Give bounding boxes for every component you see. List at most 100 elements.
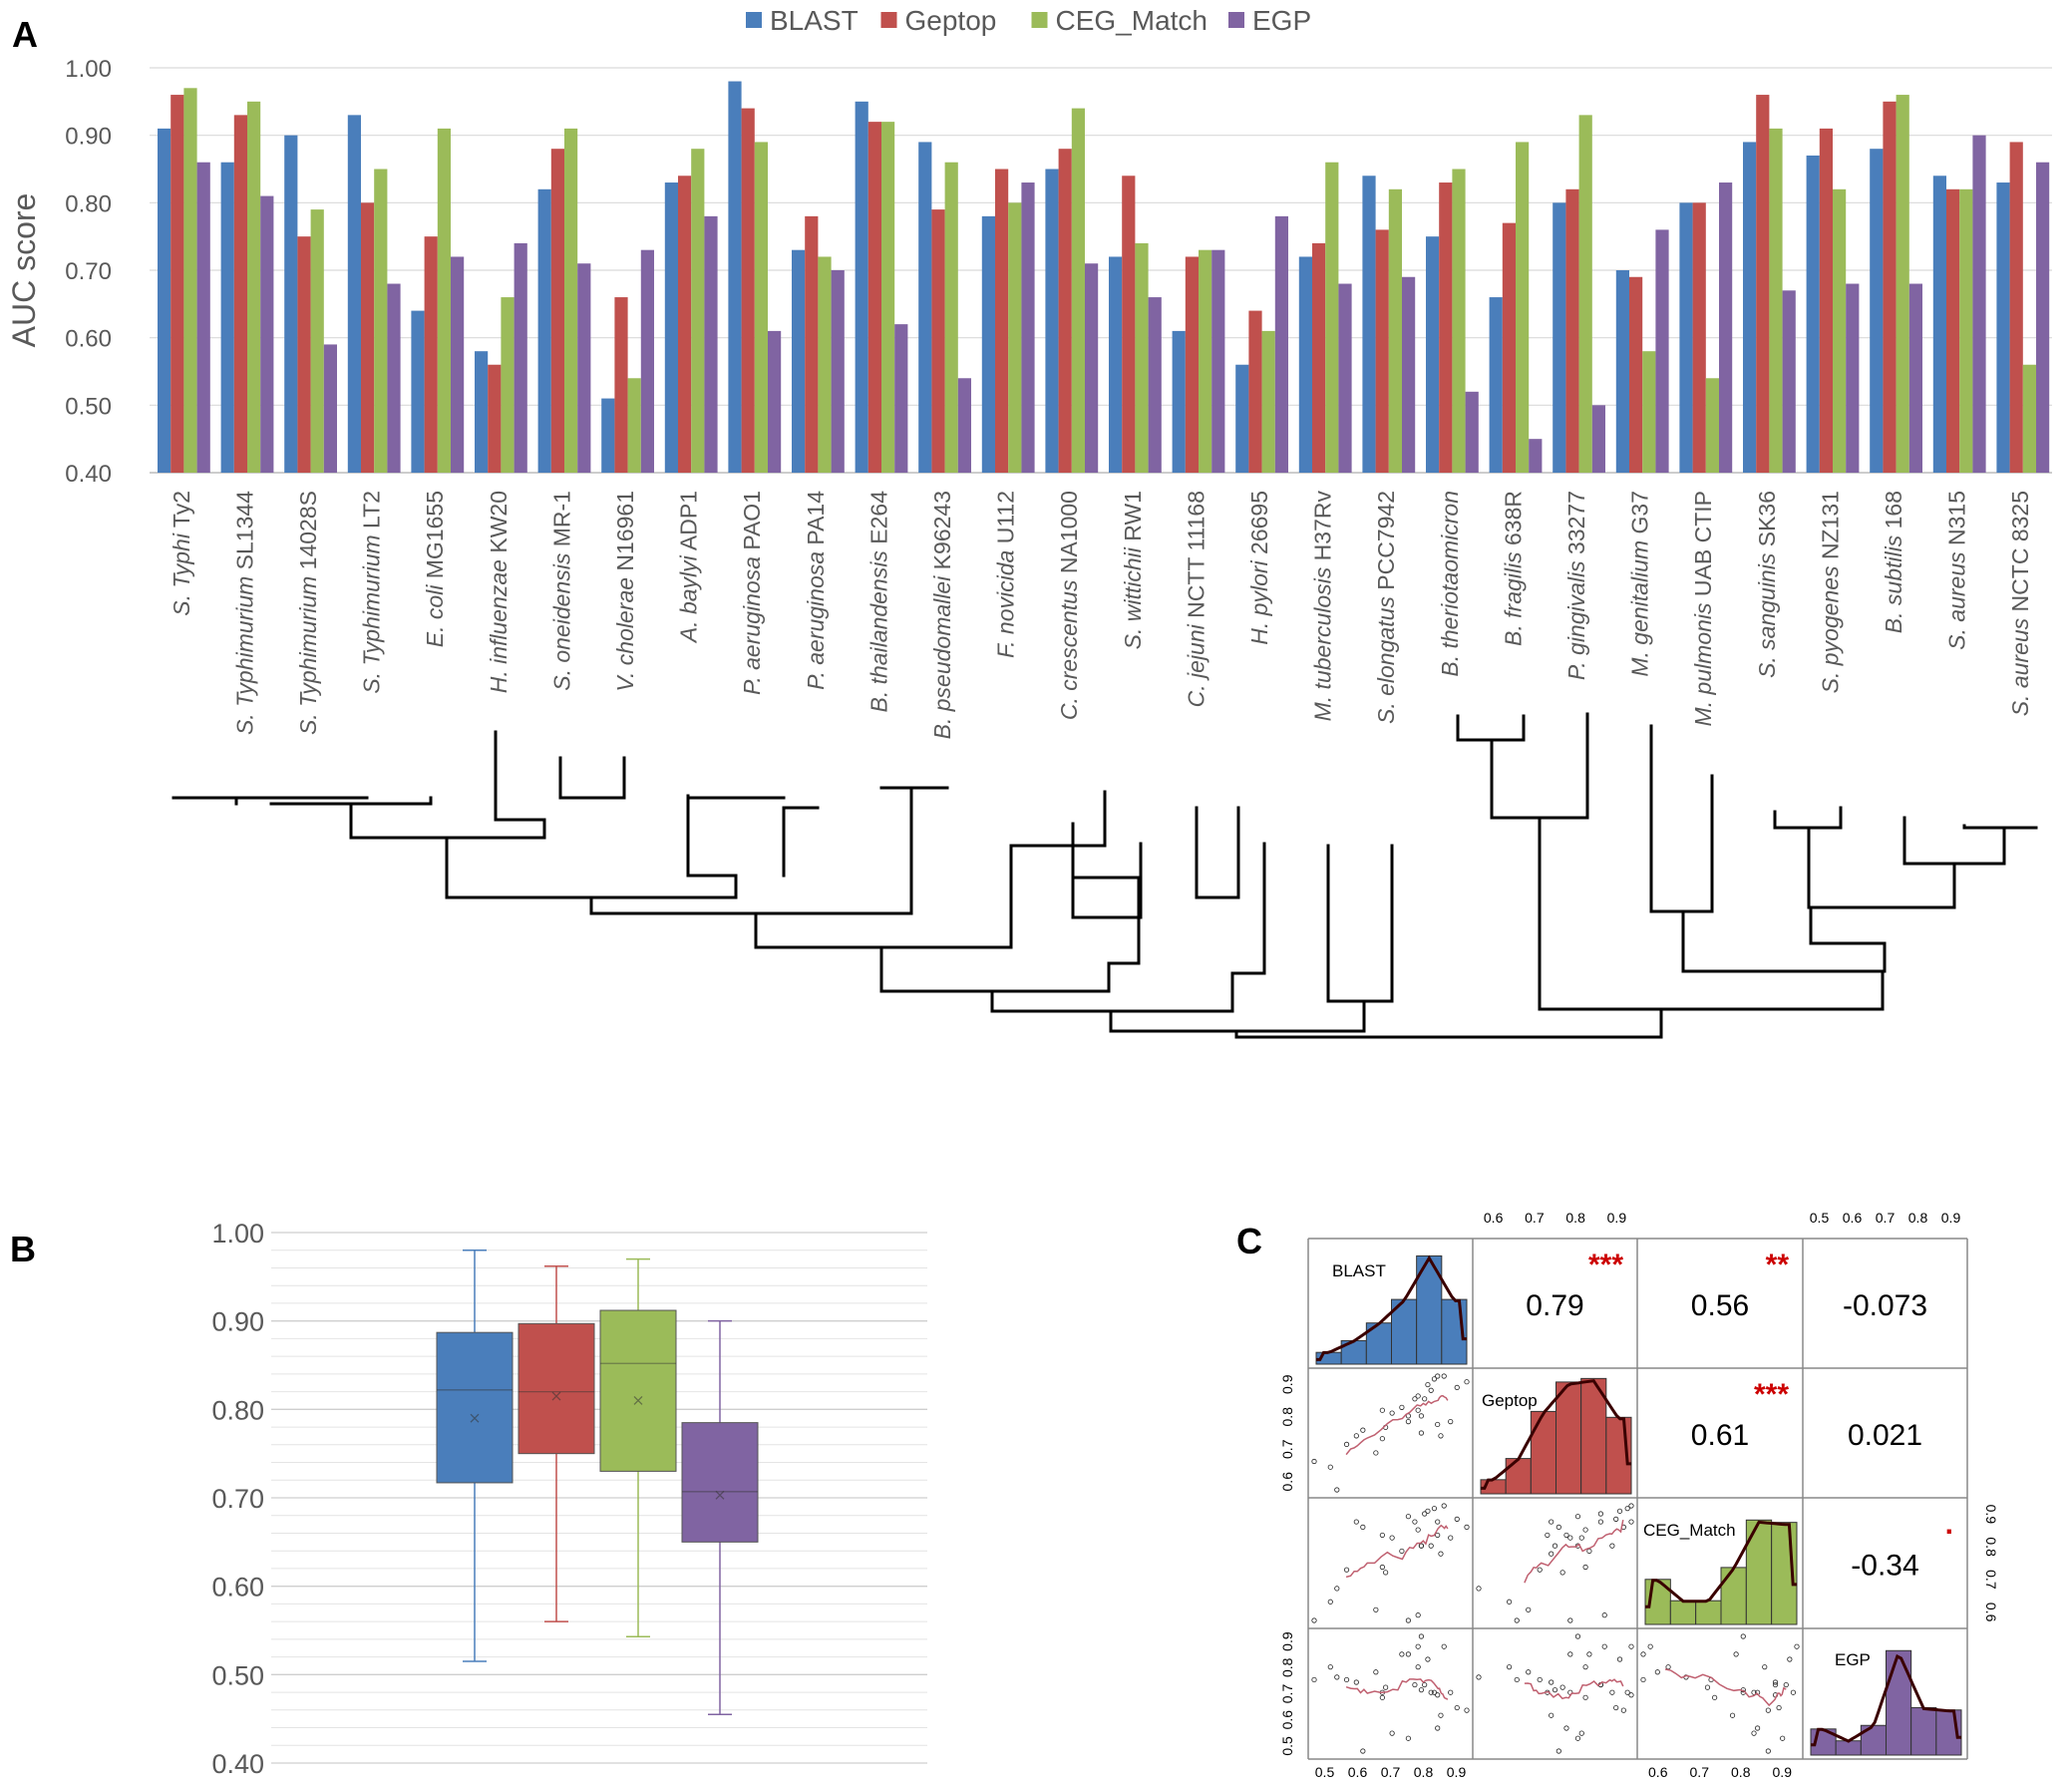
bottom-axis-tick: 0.9: [1447, 1764, 1467, 1780]
scatter-point: [1389, 1730, 1395, 1736]
left-axis-tick: 0.5: [1279, 1736, 1295, 1756]
x-category-label: M. tuberculosis H37Rv: [1310, 491, 1336, 722]
scatter-point: [1435, 1373, 1441, 1379]
scatter-point: [1628, 1692, 1634, 1698]
y-tick-label: 0.70: [65, 258, 112, 285]
scatter-point: [1379, 1532, 1385, 1539]
bar-blast: [1932, 176, 1946, 473]
bar-egp: [196, 162, 210, 473]
bar-geptop: [233, 115, 247, 473]
correlation-value: 0.79: [1526, 1289, 1583, 1322]
bar-egp: [640, 249, 654, 473]
scatter-point: [1438, 1551, 1444, 1557]
bar-egp: [387, 283, 401, 473]
y-tick-label: 0.50: [211, 1660, 264, 1690]
scatter-point: [1379, 1407, 1385, 1413]
scatter-point: [1537, 1676, 1543, 1683]
scatter-point: [1353, 1519, 1359, 1525]
box-egp: [681, 1422, 759, 1543]
bar-ceg_match: [944, 162, 958, 473]
scatter-point: [1537, 1567, 1543, 1573]
scatter-point: [1428, 1543, 1434, 1549]
top-axis-tick: 0.8: [1908, 1210, 1928, 1226]
density-curve: [1645, 1520, 1797, 1608]
right-axis-tick: 0.6: [1983, 1603, 1999, 1622]
scatter-point: [1620, 1707, 1626, 1713]
scatter-point: [1438, 1712, 1444, 1718]
scatter-point: [1435, 1532, 1441, 1539]
scatter-point: [1628, 1519, 1634, 1525]
left-axis-tick: 0.8: [1279, 1657, 1295, 1677]
bar-blast: [1362, 176, 1376, 473]
bar-ceg_match: [1642, 351, 1656, 473]
scatter-point: [1526, 1669, 1532, 1675]
scatter-point: [1334, 1487, 1340, 1493]
scatter-point: [1740, 1633, 1746, 1639]
legend-swatch-ceg_match: [1031, 12, 1048, 28]
scatter-point: [1476, 1674, 1482, 1680]
scatter-point: [1552, 1543, 1558, 1549]
x-category-label: B. theriotaomicron: [1437, 491, 1463, 677]
bar-geptop: [678, 176, 692, 473]
x-category-label: C. jejuni NCTT 11168: [1183, 491, 1209, 707]
scatter-point: [1776, 1704, 1782, 1711]
x-category-label: B. subtilis 168: [1881, 491, 1906, 633]
scatter-point: [1405, 1514, 1412, 1520]
scatter-point: [1765, 1707, 1771, 1713]
scatter-point: [1765, 1748, 1771, 1754]
x-category-label: S. wittichii RW1: [1120, 491, 1146, 649]
bar-ceg_match: [1261, 330, 1275, 473]
y-tick-label: 0.50: [65, 393, 112, 420]
bar-egp: [1782, 290, 1796, 473]
smooth-line: [1345, 1678, 1449, 1700]
y-tick-label: 0.80: [211, 1395, 264, 1425]
bar-ceg_match: [881, 122, 895, 473]
bar-ceg_match: [437, 128, 451, 473]
bar-egp: [1908, 283, 1922, 473]
left-axis-tick: 0.6: [1279, 1710, 1295, 1730]
scatter-point: [1794, 1643, 1800, 1649]
x-category-label: S. oneidensis MR-1: [548, 491, 574, 691]
bar-geptop: [805, 215, 819, 473]
bar-ceg_match: [1008, 202, 1022, 474]
bar-egp: [451, 256, 465, 473]
scatter-point: [1549, 1519, 1554, 1525]
bar-geptop: [1629, 276, 1643, 473]
scatter-point: [1613, 1516, 1619, 1522]
scatter-point: [1438, 1433, 1444, 1439]
top-axis-tick: 0.5: [1810, 1210, 1830, 1226]
correlation-value: -0.073: [1843, 1289, 1927, 1322]
scatter-point: [1545, 1532, 1551, 1539]
left-axis-tick: 0.8: [1279, 1407, 1295, 1427]
scatter-point: [1383, 1684, 1389, 1690]
bar-blast: [728, 81, 742, 474]
scatter-point: [1422, 1511, 1428, 1517]
bar-blast: [1489, 297, 1503, 473]
significance-stars: **: [1766, 1249, 1790, 1281]
bottom-axis-tick: 0.9: [1773, 1764, 1793, 1780]
scatter-point: [1552, 1687, 1558, 1693]
left-axis-tick: 0.7: [1279, 1439, 1295, 1459]
scatter-point: [1526, 1606, 1532, 1612]
mean-marker: [470, 1413, 480, 1423]
scatter-point: [1379, 1436, 1385, 1442]
bar-geptop: [361, 202, 375, 474]
y-tick-label: 0.70: [211, 1484, 264, 1514]
bar-egp: [1591, 405, 1605, 473]
scatter-point: [1640, 1676, 1646, 1683]
bar-geptop: [2009, 142, 2023, 473]
bar-blast: [220, 162, 234, 473]
bar-geptop: [931, 209, 945, 473]
bar-blast: [284, 135, 298, 473]
x-category-label: S. sanguinis SK36: [1754, 491, 1780, 678]
bar-egp: [1148, 297, 1162, 473]
y-tick-label: 1.00: [211, 1219, 264, 1249]
legend-swatch-egp: [1228, 12, 1244, 28]
right-axis-tick: 0.9: [1983, 1505, 1999, 1525]
scatter-point: [1343, 1676, 1350, 1683]
scatter-point: [1418, 1413, 1425, 1419]
scatter-point: [1431, 1506, 1438, 1512]
scatter-point: [1755, 1725, 1761, 1731]
scatter-point: [1597, 1511, 1604, 1517]
correlation-value: 0.021: [1848, 1419, 1922, 1452]
